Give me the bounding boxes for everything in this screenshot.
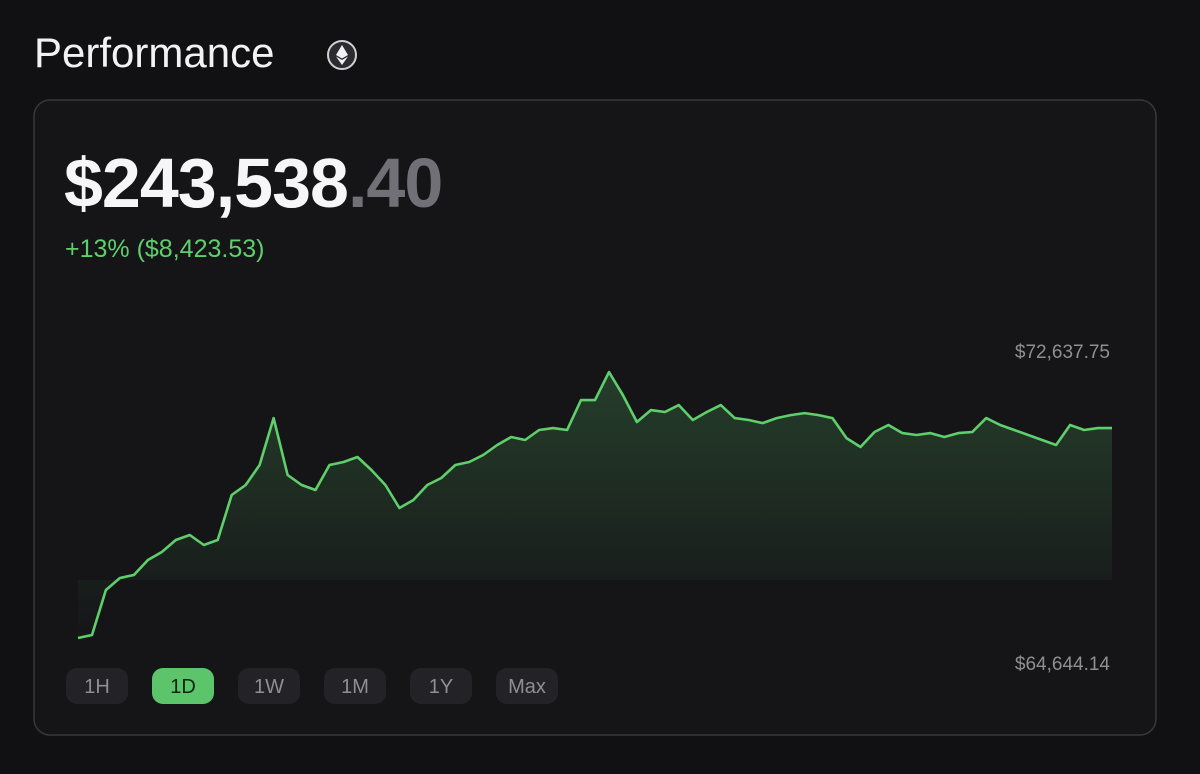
plot: $72,637.75 $64,644.14 [77, 342, 1112, 675]
range-button[interactable] [496, 668, 558, 704]
range-button[interactable] [66, 668, 128, 704]
balance-whole: $243,538 [64, 144, 348, 222]
title: Performance [34, 29, 274, 76]
change: +13% ($8,423.53) [65, 235, 264, 263]
range-button-label[interactable]: 1W [254, 676, 284, 698]
range-button-label[interactable]: 1D [170, 676, 196, 698]
range-button-label[interactable]: 1H [84, 676, 110, 698]
balance: $243,538.40 [64, 144, 442, 222]
range-buttons: 1H 1D 1W 1M 1Y Max [66, 668, 558, 704]
range-button-label[interactable]: Max [508, 676, 546, 698]
range-button[interactable] [238, 668, 300, 704]
range-button-label[interactable]: 1Y [429, 676, 453, 698]
eth-icon[interactable] [327, 40, 357, 70]
range-button-label[interactable]: 1M [341, 676, 369, 698]
y-tick-label: $72,637.75 [1015, 342, 1110, 363]
balance-cents: .40 [348, 144, 442, 222]
area [78, 372, 1112, 638]
range-button[interactable] [324, 668, 386, 704]
price-line [77, 370, 1112, 640]
y-tick-label: $64,644.14 [1015, 654, 1111, 675]
range-button[interactable] [410, 668, 472, 704]
range-button[interactable] [152, 668, 214, 704]
